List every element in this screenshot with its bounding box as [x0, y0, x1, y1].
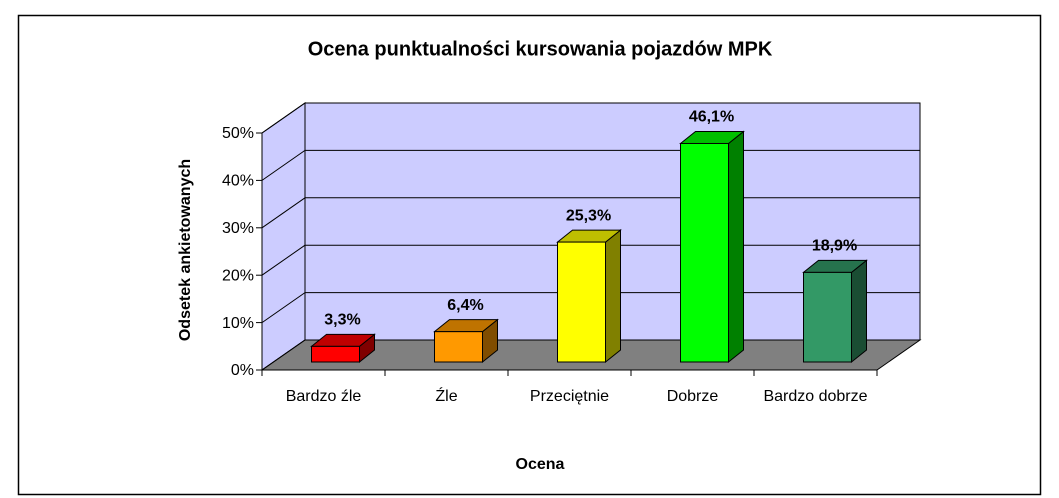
bar [679, 130, 745, 364]
bar-front [680, 142, 729, 363]
x-tick-label: Bardzo źle [286, 388, 362, 405]
grid-line [261, 149, 306, 181]
bar [433, 318, 499, 364]
bar-front [803, 271, 852, 363]
grid-line [261, 292, 306, 324]
x-tick-label: Przeciętnie [530, 388, 609, 405]
y-tick-label: 30% [222, 220, 254, 237]
y-axis-label: Odsetek ankietowanych [177, 159, 194, 341]
y-tick-label: 10% [222, 315, 254, 332]
bar [802, 259, 868, 364]
x-tick-label: Źle [435, 386, 457, 405]
grid-line [261, 339, 306, 371]
data-label: 6,4% [447, 297, 483, 314]
chart-title: Ocena punktualności kursowania pojazdów … [308, 38, 773, 60]
data-label: 18,9% [812, 238, 857, 255]
y-tick-label: 0% [231, 362, 254, 379]
bar-front [434, 331, 483, 363]
x-tick-label: Dobrze [667, 388, 719, 405]
y-tick-label: 40% [222, 173, 254, 190]
y-tick-label: 50% [222, 125, 254, 142]
grid-line [261, 102, 306, 134]
x-axis-label: Ocena [516, 456, 565, 473]
bar-side [728, 130, 744, 364]
bar [310, 333, 376, 364]
y-tick-label: 20% [222, 267, 254, 284]
x-tick-label: Bardzo dobrze [763, 388, 867, 405]
grid-line [261, 197, 306, 229]
data-label: 3,3% [324, 312, 360, 329]
grid-line [261, 244, 306, 276]
data-label: 25,3% [566, 207, 611, 224]
bar-front [311, 345, 360, 363]
bar-side [851, 259, 867, 364]
data-label: 46,1% [689, 109, 734, 126]
bar-side [605, 229, 621, 364]
bar-front [557, 241, 606, 363]
side-wall [261, 102, 306, 371]
bar [556, 229, 622, 364]
